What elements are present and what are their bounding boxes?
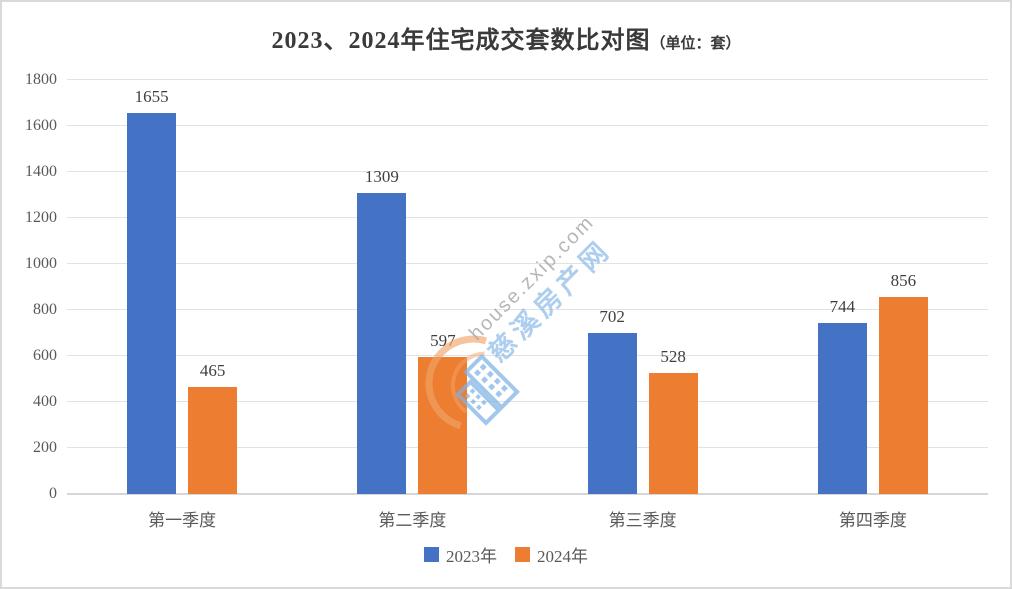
x-axis-category-label: 第三季度 (608, 511, 677, 530)
legend-swatch (515, 547, 530, 562)
gridline (67, 171, 988, 172)
legend-item-2024年: 2024年 (515, 542, 588, 567)
gridline (67, 355, 988, 356)
bar-2023年-第四季度 (817, 322, 867, 494)
chart-title-text: 2023、2024年住宅成交套数比对图 (271, 28, 651, 54)
x-axis-category-label: 第二季度 (378, 511, 447, 530)
gridline (67, 447, 988, 448)
y-axis-tick-label: 1000 (25, 255, 57, 272)
gridline (67, 79, 988, 80)
gridline (67, 263, 988, 264)
legend-item-2023年: 2023年 (424, 542, 497, 567)
bar-value-label: 1309 (364, 166, 399, 186)
gridline (67, 217, 988, 218)
y-axis-tick-label: 1800 (25, 71, 57, 88)
x-axis-category-label: 第四季度 (838, 511, 907, 530)
plot-area: 0 200 400 600 800 1000 1200 1400 1600 1800 1655 465… (25, 71, 988, 530)
bar-2023年-第三季度 (587, 332, 637, 494)
bar-value-label: 597 (430, 330, 456, 350)
chart-title-unit: （单位：套） (650, 36, 741, 52)
bar-value-label: 744 (829, 296, 856, 316)
bar-2024年-第二季度 (418, 356, 468, 494)
gridline (67, 401, 988, 402)
bar-value-label: 856 (890, 271, 917, 291)
y-axis-tick-label: 400 (33, 393, 57, 410)
y-axis-tick-label: 1600 (25, 117, 57, 134)
legend-swatch (424, 547, 439, 562)
bar-2024年-第三季度 (648, 372, 698, 494)
x-axis-category-label: 第一季度 (148, 511, 217, 530)
bar-2023年-第二季度 (357, 192, 407, 494)
legend-label: 2023年 (446, 547, 497, 566)
y-axis-tick-label: 200 (33, 439, 57, 456)
y-axis-tick-label: 600 (33, 347, 57, 364)
y-axis-tick-label: 0 (49, 485, 57, 502)
bar-2024年-第四季度 (878, 297, 928, 494)
chart-title: 2023、2024年住宅成交套数比对图（单位：套） (2, 20, 1010, 55)
bar-value-label: 702 (599, 306, 625, 326)
bar-value-label: 1655 (134, 87, 169, 107)
y-axis-tick-label: 800 (33, 301, 57, 318)
x-axis-line (67, 493, 988, 495)
gridline (67, 125, 988, 126)
legend: 2023年 2024年 (2, 542, 1010, 567)
gridline (67, 309, 988, 310)
bar-2023年-第一季度 (127, 113, 177, 494)
bar-value-label: 465 (199, 361, 226, 381)
bar-value-label: 528 (660, 346, 686, 366)
y-axis-tick-label: 1200 (25, 209, 57, 226)
y-axis-tick-label: 1400 (25, 163, 57, 180)
bar-2024年-第一季度 (188, 387, 238, 494)
legend-label: 2024年 (537, 547, 588, 566)
